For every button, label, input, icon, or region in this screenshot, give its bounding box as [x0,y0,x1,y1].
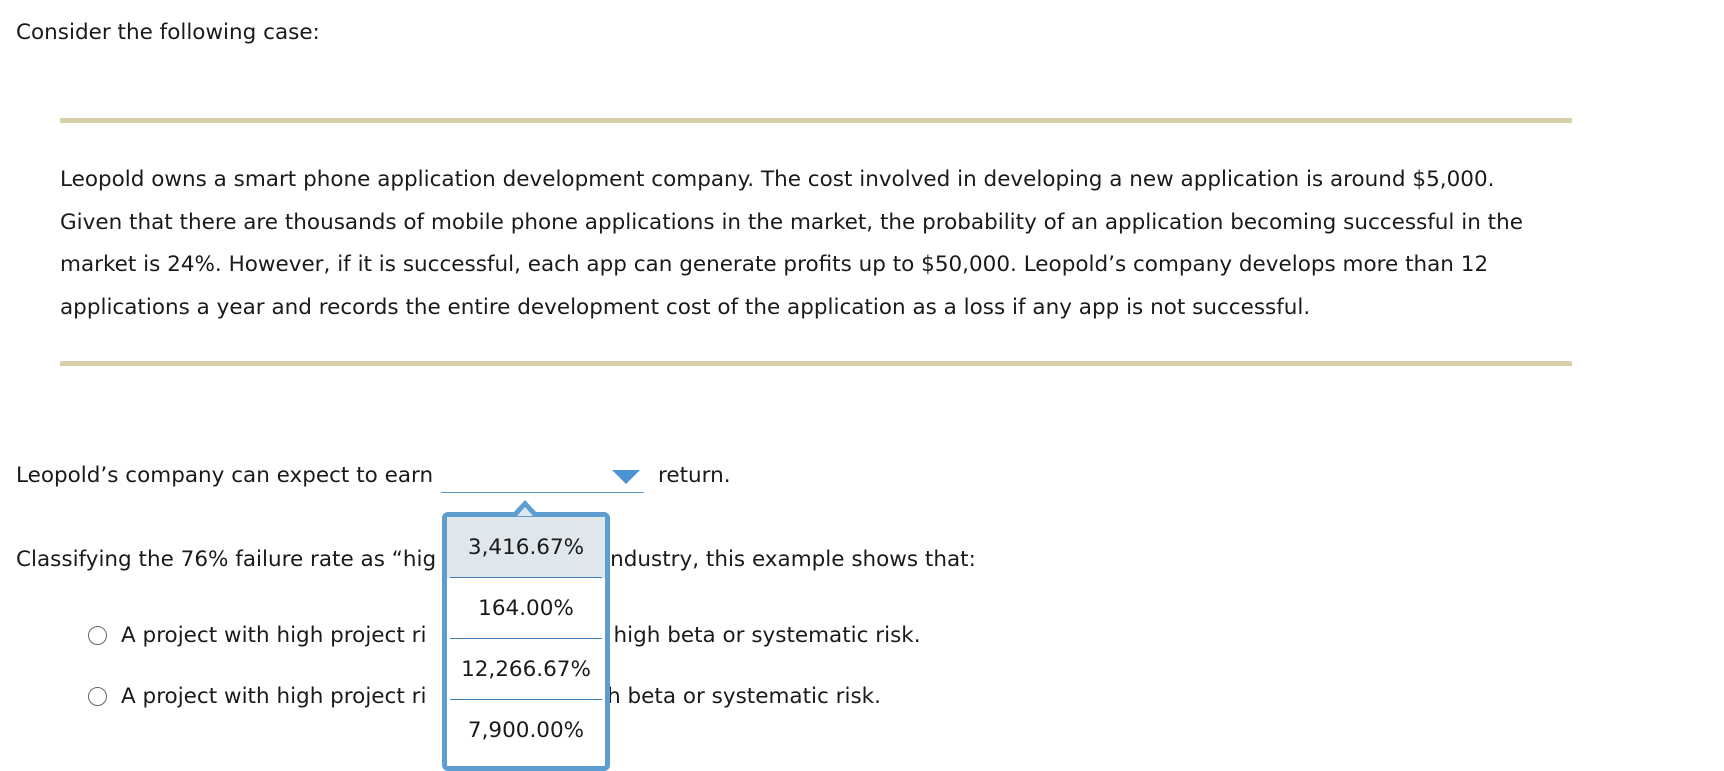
divider-bottom [60,361,1572,366]
popup-pointer-inner [517,507,533,516]
intro-text: Consider the following case: [16,20,320,45]
question2-text-left: Classifying the 76% failure rate as “hig [16,547,437,572]
dropdown-option[interactable]: 7,900.00% [467,718,585,743]
answer-option-2-label-left: A project with high project ri [121,683,427,709]
question1-suffix: return. [658,463,731,488]
case-passage: Leopold owns a smart phone application d… [60,159,1580,329]
return-dropdown[interactable] [441,462,644,493]
dropdown-option[interactable]: 164.00% [450,578,602,639]
return-dropdown-menu: 3,416.67% 164.00% 12,266.67% 7,900.00% [442,512,610,771]
question1-prefix: Leopold’s company can expect to earn [16,463,434,488]
question2-text: Classifying the 76% failure rate as “hig… [16,547,976,572]
dropdown-options-list: 3,416.67% 164.00% 12,266.67% 7,900.00% [447,517,605,761]
case-line: Leopold owns a smart phone application d… [60,167,1495,192]
case-line: Given that there are thousands of mobile… [60,209,1523,235]
dropdown-option[interactable]: 3,416.67% [447,517,605,578]
radio-empty-icon[interactable] [88,625,107,645]
radio-empty-icon[interactable] [88,686,107,706]
case-line: market is 24%. However, if it is success… [60,252,1489,277]
answer-option-2[interactable]: A project with high project ri gh beta or… [88,681,881,711]
case-line: applications a year and records the enti… [60,294,1311,320]
answer-option-1-label-left: A project with high project ri [121,622,427,648]
answer-option-1-label-right: e high beta or systematic risk. [593,622,921,648]
answer-option-2-label-right: gh beta or systematic risk. [593,683,881,709]
dropdown-option[interactable]: 12,266.67% [450,639,602,700]
divider-top [60,118,1572,123]
chevron-down-icon[interactable] [612,470,640,484]
answer-option-1[interactable]: A project with high project ri e high bet… [88,620,921,650]
question2-text-right: ndustry, this example shows that: [610,547,976,572]
